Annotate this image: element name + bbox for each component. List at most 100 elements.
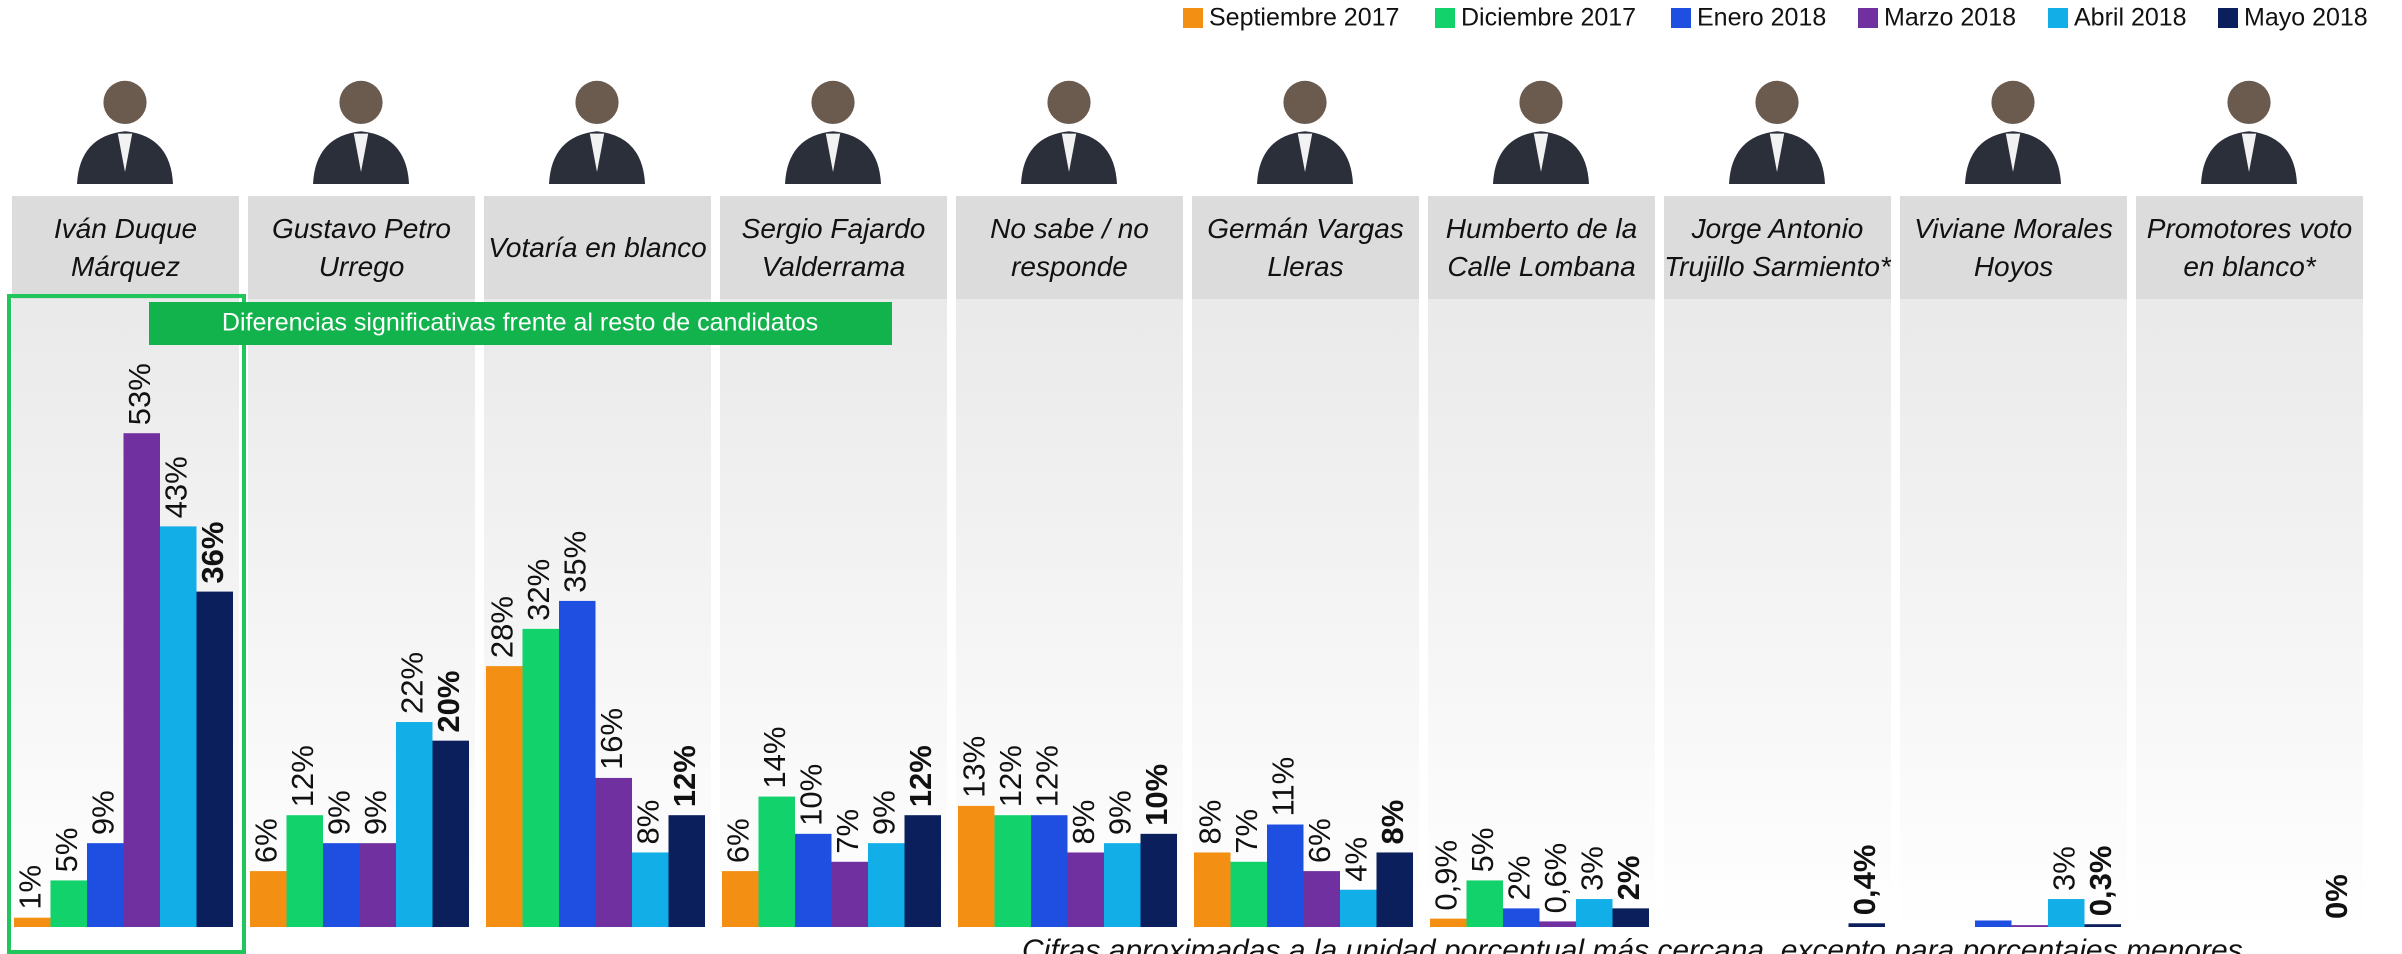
annotation: Diferencias significativas frente al res… — [222, 309, 818, 337]
value-label: 8% — [1375, 800, 1410, 845]
bar — [486, 666, 523, 927]
value-label: 5% — [1465, 828, 1500, 873]
photo — [1493, 80, 1589, 184]
legend-swatch — [1671, 8, 1691, 28]
value-label: 3% — [1574, 846, 1609, 891]
header-bg — [1428, 196, 1655, 299]
value-label: 4% — [1338, 837, 1373, 882]
legend-label: Mayo 2018 — [2244, 4, 2368, 32]
bar — [359, 843, 396, 927]
category-label: Sergio Fajardo Valderrama — [741, 212, 926, 282]
category-label: Gustavo Petro Urrego — [272, 212, 451, 282]
column-bg — [1900, 196, 2127, 932]
category-box: Votaría en blanco — [488, 232, 706, 263]
bar — [1612, 908, 1649, 927]
value-label: 2% — [1501, 856, 1536, 901]
value-label: 28% — [484, 596, 519, 658]
value-label: 0% — [2319, 874, 2354, 919]
bar — [559, 600, 596, 927]
bar — [432, 740, 469, 927]
value-label: 12% — [903, 745, 938, 807]
bar — [722, 871, 759, 927]
value-label: 13% — [956, 736, 991, 798]
bar — [1230, 861, 1267, 927]
bar — [1340, 889, 1377, 927]
bar — [250, 871, 287, 927]
value-label: 12% — [1029, 745, 1064, 807]
bar — [196, 591, 233, 927]
bar — [1267, 824, 1304, 927]
header-bg — [956, 196, 1183, 299]
header-bg — [1900, 196, 2127, 299]
value-label: 10% — [1139, 764, 1174, 826]
bar — [668, 815, 705, 927]
footnote: Cifras aproximadas a la unidad porcentua… — [1022, 934, 2243, 954]
bar — [1194, 852, 1231, 927]
bar — [1430, 918, 1467, 927]
legend-swatch — [2048, 8, 2068, 28]
bar — [323, 843, 360, 927]
value-label: 32% — [521, 559, 556, 621]
column-bg — [2136, 196, 2363, 932]
legend-swatch — [1435, 8, 1455, 28]
value-label: 7% — [1229, 809, 1264, 854]
photos — [77, 80, 2297, 184]
category-box: Promotores voto en blanco* — [2147, 213, 2352, 282]
legend-label: Enero 2018 — [1697, 4, 1826, 32]
bar — [2084, 924, 2121, 927]
photo — [313, 80, 409, 184]
legend-label: Marzo 2018 — [1884, 4, 2016, 32]
bar — [595, 777, 632, 927]
header-bg — [2136, 196, 2363, 299]
category-box: Humberto de la Calle Lombana — [1446, 213, 1637, 282]
highlight-frame — [7, 294, 246, 954]
legend-label: Septiembre 2017 — [1209, 4, 1399, 32]
photo — [1257, 80, 1353, 184]
value-label: 6% — [248, 818, 283, 863]
photo — [785, 80, 881, 184]
bar — [1067, 852, 1104, 927]
value-label: 2% — [1611, 856, 1646, 901]
bar — [2048, 899, 2085, 927]
bar — [1848, 923, 1885, 927]
legend-swatch — [1858, 8, 1878, 28]
legend-swatch — [2218, 8, 2238, 28]
value-label: 0,6% — [1538, 843, 1573, 914]
bar — [14, 917, 51, 927]
bar — [1576, 899, 1613, 927]
column-bg — [1664, 196, 1891, 932]
bar — [958, 805, 995, 927]
value-label: 8% — [1066, 800, 1101, 845]
category-box: Sergio Fajardo Valderrama — [741, 212, 926, 282]
photo — [1729, 80, 1825, 184]
photo — [1021, 80, 1117, 184]
value-label: 0,4% — [1847, 845, 1882, 916]
header-bg — [484, 196, 711, 299]
bar — [87, 843, 124, 927]
bar — [160, 526, 197, 927]
legend-label: Diciembre 2017 — [1461, 4, 1636, 32]
bar — [994, 815, 1031, 927]
bar — [123, 433, 160, 927]
value-label: 35% — [557, 531, 592, 593]
value-label: 0,3% — [2083, 846, 2118, 917]
photo — [549, 80, 645, 184]
value-label: 16% — [594, 708, 629, 770]
value-label: 9% — [866, 790, 901, 835]
legend-swatch — [1183, 8, 1203, 28]
bar — [1031, 815, 1068, 927]
photo — [1965, 80, 2061, 184]
category-label: Iván Duque Márquez — [53, 212, 198, 282]
header-bg — [248, 196, 475, 299]
bar — [522, 628, 559, 927]
annotation-box — [149, 302, 892, 345]
bar — [1104, 843, 1141, 927]
value-label: 22% — [394, 652, 429, 714]
value-label: 6% — [1302, 818, 1337, 863]
value-label: 8% — [630, 800, 665, 845]
value-label: 9% — [358, 790, 393, 835]
category-label: Viviane Morales Hoyos — [1914, 212, 2113, 282]
category-label: No sabe / no responde — [990, 212, 1149, 282]
